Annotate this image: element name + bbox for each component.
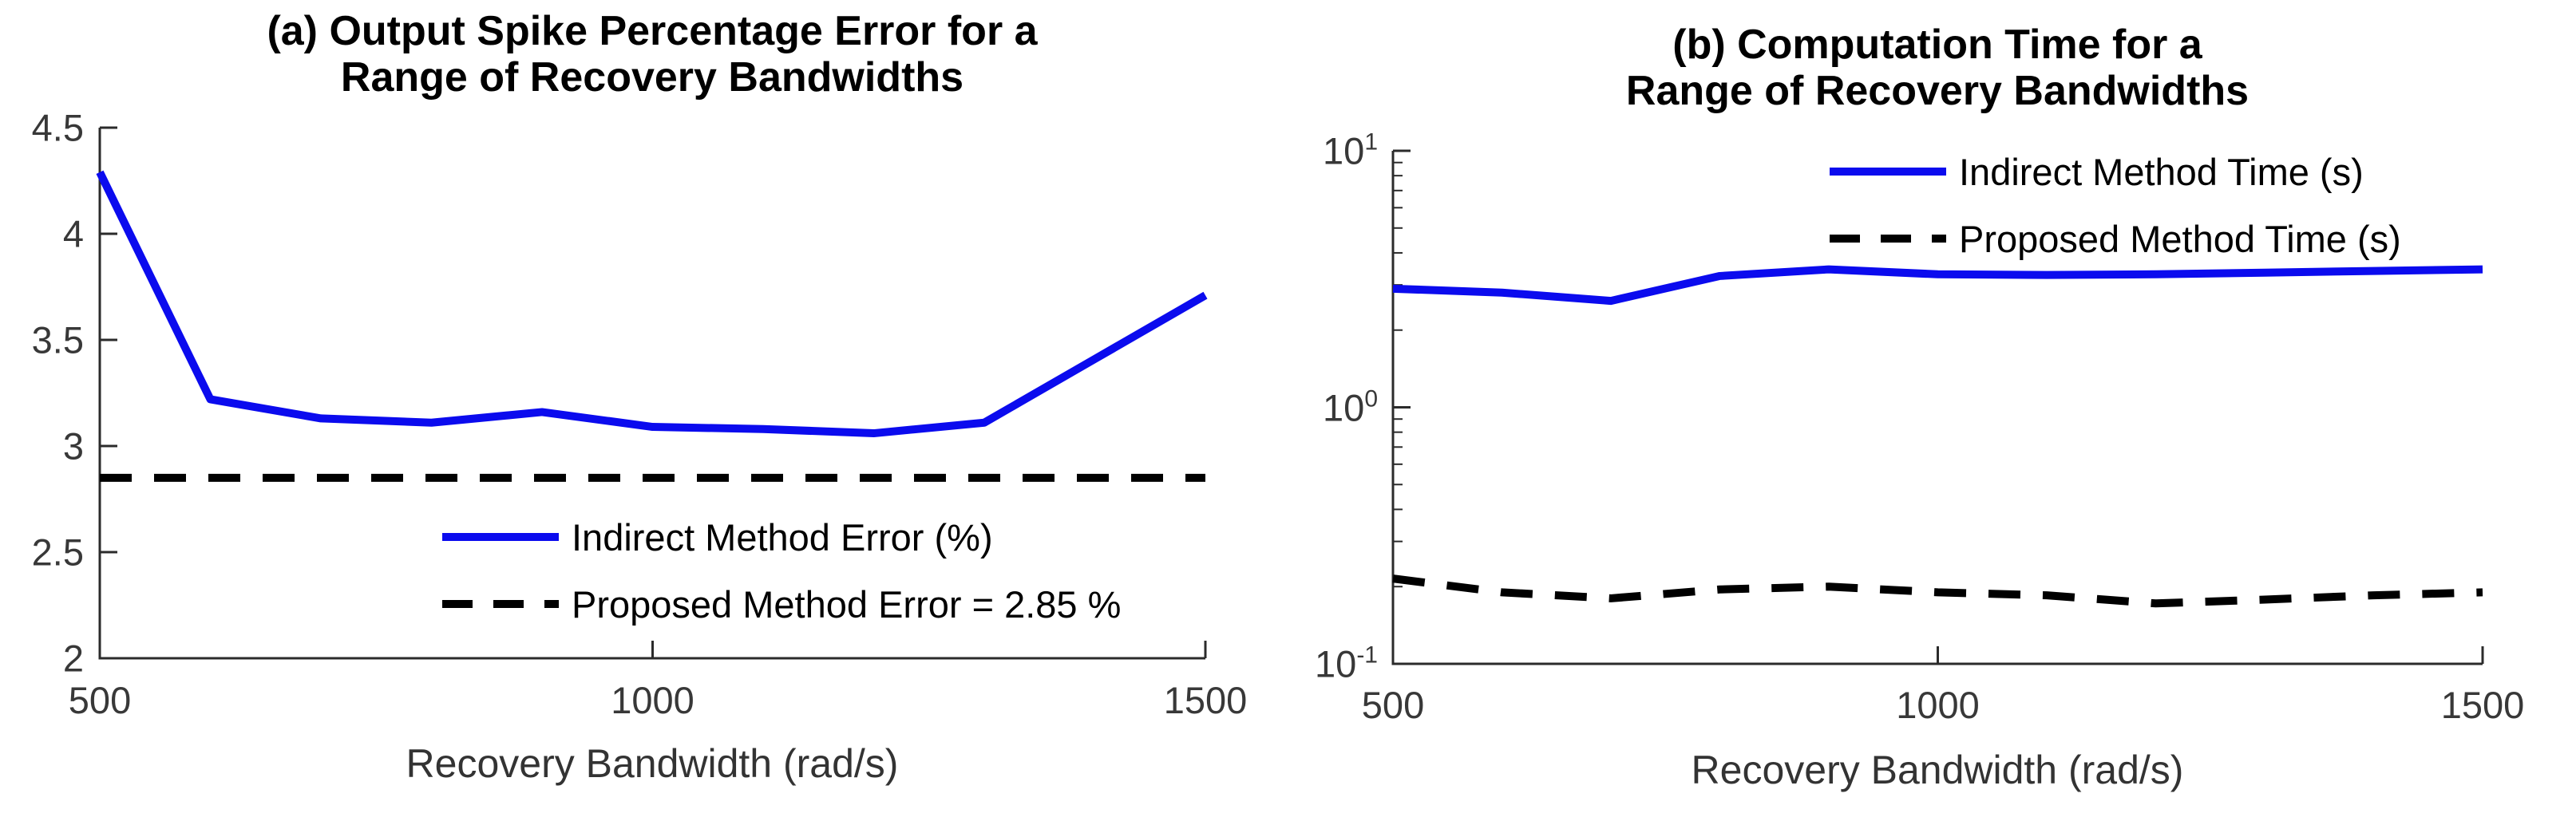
panel-b-series-1-line [1392,574,2483,608]
panel-b-axis [1391,151,2483,665]
panel-a-series-0-line [96,170,1208,438]
panel-b-series-0-line [1392,265,2483,306]
